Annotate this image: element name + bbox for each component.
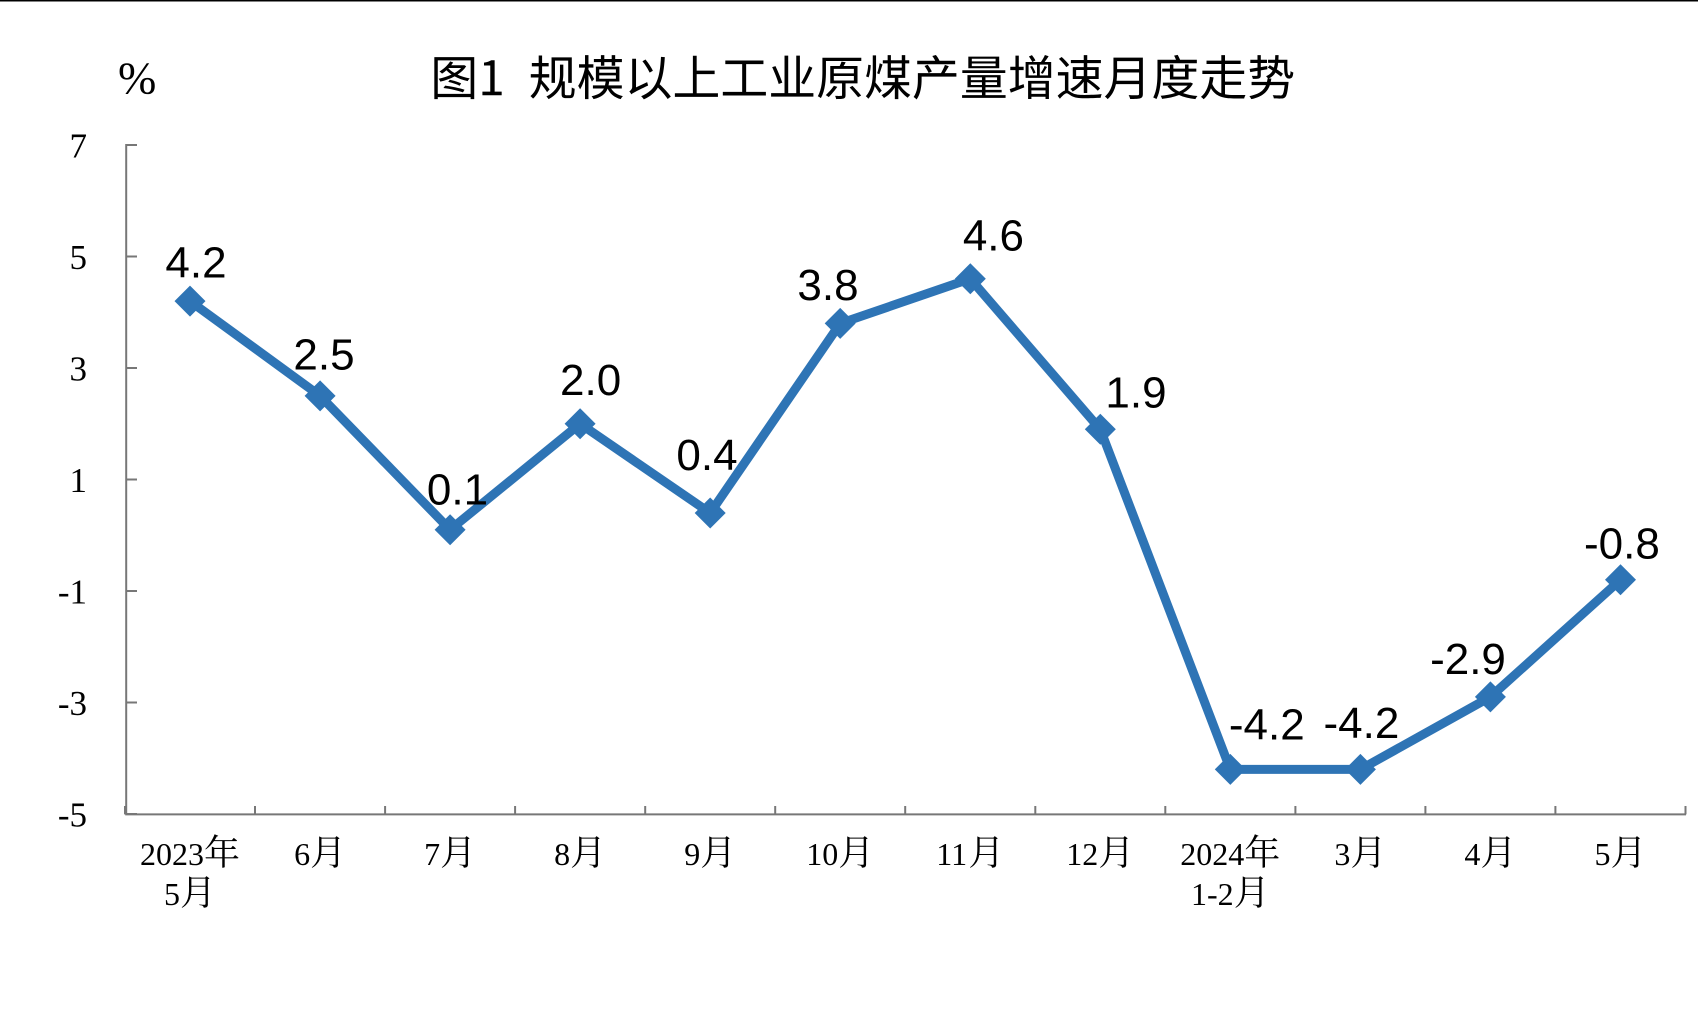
svg-text:1-2: 1-2 bbox=[1191, 876, 1234, 912]
svg-text:7: 7 bbox=[424, 836, 440, 872]
svg-text:7: 7 bbox=[70, 127, 88, 166]
svg-text:0.4: 0.4 bbox=[676, 431, 737, 480]
svg-text:8: 8 bbox=[554, 836, 570, 872]
svg-text:4.6: 4.6 bbox=[963, 212, 1024, 261]
svg-text:2024: 2024 bbox=[1180, 836, 1244, 872]
svg-text:5: 5 bbox=[164, 876, 180, 912]
svg-text:12: 12 bbox=[1066, 836, 1098, 872]
svg-text:4.2: 4.2 bbox=[165, 239, 226, 288]
svg-text:1.9: 1.9 bbox=[1105, 368, 1166, 417]
svg-text:9: 9 bbox=[684, 836, 700, 872]
svg-text:-4.2: -4.2 bbox=[1229, 700, 1305, 749]
svg-text:10: 10 bbox=[806, 836, 838, 872]
svg-text:-1: -1 bbox=[58, 573, 87, 612]
svg-text:-4.2: -4.2 bbox=[1323, 699, 1399, 748]
svg-text:2.5: 2.5 bbox=[293, 331, 354, 380]
svg-text:6: 6 bbox=[294, 836, 310, 872]
svg-text:-2.9: -2.9 bbox=[1430, 635, 1506, 684]
svg-text:5: 5 bbox=[70, 238, 88, 277]
svg-text:%: % bbox=[118, 52, 156, 103]
svg-text:2023: 2023 bbox=[140, 836, 204, 872]
svg-text:5: 5 bbox=[1595, 836, 1611, 872]
svg-text:-0.8: -0.8 bbox=[1584, 519, 1660, 568]
svg-text:-5: -5 bbox=[58, 796, 87, 835]
svg-text:11: 11 bbox=[936, 836, 967, 872]
svg-text:3: 3 bbox=[1334, 836, 1350, 872]
svg-text:1: 1 bbox=[70, 461, 88, 500]
svg-text:-3: -3 bbox=[58, 684, 87, 723]
svg-text:0.1: 0.1 bbox=[427, 466, 488, 515]
svg-text:3: 3 bbox=[70, 350, 88, 389]
svg-text:2.0: 2.0 bbox=[560, 356, 621, 405]
svg-text:3.8: 3.8 bbox=[797, 261, 858, 310]
svg-text:4: 4 bbox=[1464, 836, 1480, 872]
